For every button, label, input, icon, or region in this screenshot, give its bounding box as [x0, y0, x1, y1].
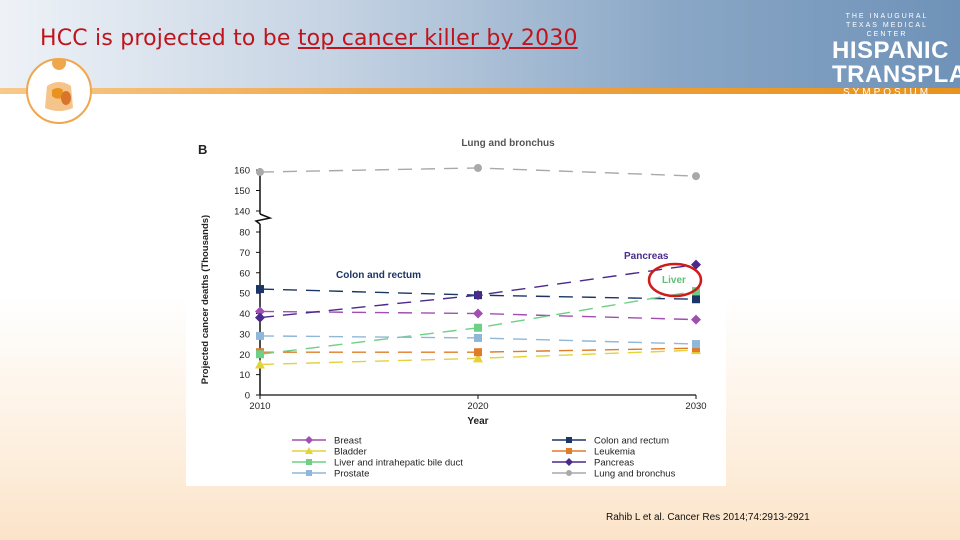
legend-label: Breast [334, 436, 362, 447]
x-axis-label: Year [467, 416, 488, 427]
legend-label: Prostate [334, 469, 369, 480]
x-tick-label: 2010 [249, 401, 270, 412]
slide-header [0, 0, 960, 88]
series-lung-and-bronchus [256, 163, 700, 181]
brand-word-2: TRANSPLANT [832, 61, 960, 88]
brand-line-2: TEXAS MEDICAL CENTER [845, 22, 928, 38]
series-line-liver-and-intrahepatic-bile-duct [259, 290, 697, 355]
annotation-liver: Liver [662, 275, 686, 286]
data-point-pancreas [255, 312, 265, 323]
y-tick-label: 30 [239, 329, 250, 340]
liver-highlight-circle [647, 262, 703, 298]
legend-swatch-marker [566, 448, 572, 454]
symposium-logo [26, 56, 92, 124]
y-tick-label: 50 [239, 289, 250, 300]
data-point-lung-and-bronchus [474, 163, 482, 172]
legend-item-lung-and-bronchus: Lung and bronchus [552, 469, 676, 480]
y-axis-break [254, 213, 273, 225]
x-tick-label: 2020 [467, 401, 488, 412]
legend-item-pancreas: Pancreas [552, 458, 634, 469]
legend-item-prostate: Prostate [292, 469, 369, 480]
citation: Rahib L et al. Cancer Res 2014;74:2913-2… [606, 512, 810, 523]
legend-swatch-marker [305, 447, 313, 454]
legend-item-colon-and-rectum: Colon and rectum [552, 436, 669, 447]
series-liver-and-intrahepatic-bile-duct [256, 287, 700, 359]
y-tick-label: 0 [245, 391, 250, 402]
data-point-liver-and-intrahepatic-bile-duct [256, 350, 264, 359]
y-tick-label: 40 [239, 309, 250, 320]
data-point-prostate [692, 340, 700, 349]
panel-label: B [198, 142, 207, 157]
annotation-colon-and-rectum: Colon and rectum [336, 270, 421, 281]
legend-item-leukemia: Leukemia [552, 447, 636, 458]
data-point-breast [255, 306, 265, 317]
series-leukemia [256, 344, 700, 357]
series-breast [255, 306, 701, 325]
header-accent-stripe [0, 88, 960, 94]
data-point-lung-and-bronchus [692, 172, 700, 181]
data-point-lung-and-bronchus [256, 168, 264, 177]
symposium-brand: THE INAUGURAL TEXAS MEDICAL CENTER HISPA… [832, 12, 960, 98]
y-tick-label: 20 [239, 350, 250, 361]
annotation-pancreas: Pancreas [624, 251, 669, 262]
legend-swatch-marker [306, 470, 312, 476]
data-point-prostate [256, 331, 264, 340]
legend-label: Liver and intrahepatic bile duct [334, 458, 463, 469]
y-tick-label: 160 [234, 166, 250, 177]
legend-item-liver-and-intrahepatic-bile-duct: Liver and intrahepatic bile duct [292, 458, 463, 469]
legend-label: Leukemia [594, 447, 636, 458]
chart-legend: Breast Colon and rectum Bladder Leukemia Liv… [292, 436, 676, 480]
slide-title: HCC is projected to be top cancer killer… [40, 26, 578, 51]
data-point-breast [691, 314, 701, 325]
legend-swatch-marker [305, 436, 313, 444]
legend-item-breast: Breast [292, 436, 362, 447]
data-point-bladder [255, 359, 265, 369]
chart-series-layer [255, 163, 701, 369]
legend-swatch-marker [565, 458, 573, 466]
y-axis-label: Projected cancer deaths (Thousands) [200, 215, 211, 384]
slide-title-prefix: HCC is projected to be [40, 26, 298, 51]
data-point-bladder [473, 353, 483, 363]
data-point-colon-and-rectum [256, 285, 264, 294]
data-point-liver-and-intrahepatic-bile-duct [474, 323, 482, 332]
chart-panel: 0 10 20 30 40 50 60 70 80 140 150 160 2010 2020 2030 B… [186, 128, 726, 486]
legend-label: Pancreas [594, 458, 634, 469]
legend-label: Bladder [334, 447, 367, 458]
y-tick-label: 70 [239, 248, 250, 259]
data-point-prostate [474, 333, 482, 342]
legend-swatch-marker [566, 470, 572, 476]
annotation-lung-and-bronchus: Lung and bronchus [461, 138, 555, 149]
legend-swatch-marker [306, 459, 312, 465]
data-point-pancreas [473, 290, 483, 301]
y-tick-label: 150 [234, 186, 250, 197]
torso-organ-icon [45, 56, 73, 111]
y-tick-label: 80 [239, 228, 250, 239]
y-tick-label: 10 [239, 370, 250, 381]
series-prostate [256, 331, 700, 349]
series-pancreas [255, 259, 701, 323]
brand-word-1: HISPANIC [832, 37, 949, 64]
brand-word-3: SYMPOSIUM [842, 87, 932, 98]
y-tick-label: 60 [239, 268, 250, 279]
legend-label: Colon and rectum [594, 436, 669, 447]
slide-title-emphasis: top cancer killer by 2030 [297, 26, 578, 51]
data-point-breast [473, 308, 483, 319]
data-point-liver-and-intrahepatic-bile-duct [692, 287, 700, 296]
data-point-leukemia [692, 344, 700, 353]
data-point-colon-and-rectum [692, 295, 700, 304]
legend-item-bladder: Bladder [292, 447, 367, 458]
data-point-leukemia [474, 348, 482, 357]
data-point-pancreas [691, 259, 701, 270]
brand-line-1: THE INAUGURAL [845, 13, 929, 20]
chart-labels-layer: B Year Projected cancer deaths (Thousands)… [198, 138, 703, 427]
y-tick-label: 140 [234, 207, 250, 218]
legend-label: Lung and bronchus [594, 469, 676, 480]
legend-swatch-marker [566, 437, 572, 443]
x-tick-label: 2030 [685, 401, 706, 412]
